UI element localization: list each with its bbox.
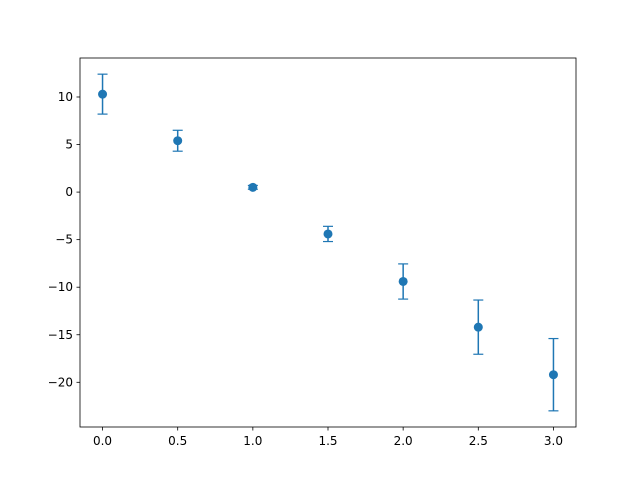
y-tick-label: −5 — [55, 233, 73, 247]
x-tick-label: 2.0 — [394, 434, 413, 448]
x-tick-label: 3.0 — [544, 434, 563, 448]
point — [98, 89, 108, 99]
y-tick-label: 0 — [65, 185, 73, 199]
point — [548, 370, 558, 380]
y-tick-label: 5 — [65, 138, 73, 152]
y-tick-label: −20 — [48, 375, 73, 389]
x-tick-label: 0.0 — [93, 434, 112, 448]
x-tick-label: 2.5 — [469, 434, 488, 448]
axes-frame — [79, 57, 577, 428]
point — [398, 276, 408, 286]
x-tick-label: 0.5 — [168, 434, 187, 448]
point — [173, 136, 183, 146]
y-tick-label: −10 — [48, 280, 73, 294]
point — [323, 229, 333, 239]
point — [248, 182, 258, 192]
x-tick-label: 1.0 — [243, 434, 262, 448]
y-tick-label: 10 — [58, 90, 73, 104]
x-tick-label: 1.5 — [318, 434, 337, 448]
y-tick-label: −15 — [48, 328, 73, 342]
point — [473, 322, 483, 332]
